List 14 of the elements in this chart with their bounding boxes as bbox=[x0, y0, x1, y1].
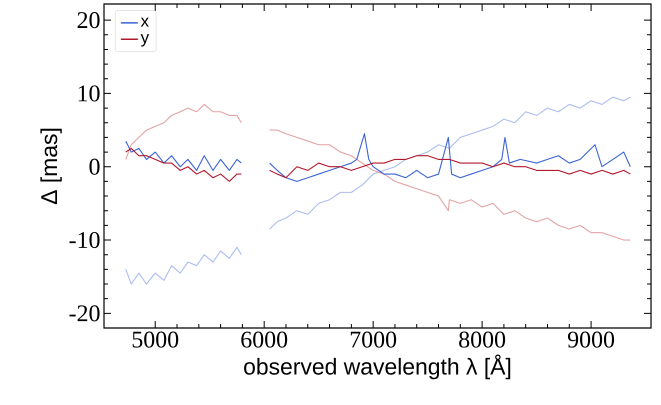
x-tick-label: 5000 bbox=[132, 332, 178, 348]
x-tick-label: 8000 bbox=[459, 332, 506, 348]
y-tick-label: 20 bbox=[78, 12, 100, 28]
x-tick-label: 6000 bbox=[241, 332, 288, 348]
legend-label: x bbox=[140, 18, 149, 27]
y-tick-label: -20 bbox=[70, 305, 100, 322]
x-tick-label: 7000 bbox=[350, 332, 396, 348]
x-axis-title: observed wavelength λ [Å] bbox=[244, 354, 510, 380]
y-axis-title: Δ [mas] bbox=[40, 128, 62, 204]
y-tick-label: -10 bbox=[70, 232, 100, 248]
x-tick-label: 9000 bbox=[568, 332, 614, 348]
y-tick-label: 10 bbox=[78, 85, 100, 102]
y-tick-label: 0 bbox=[89, 158, 100, 175]
legend-label: y bbox=[140, 34, 150, 47]
